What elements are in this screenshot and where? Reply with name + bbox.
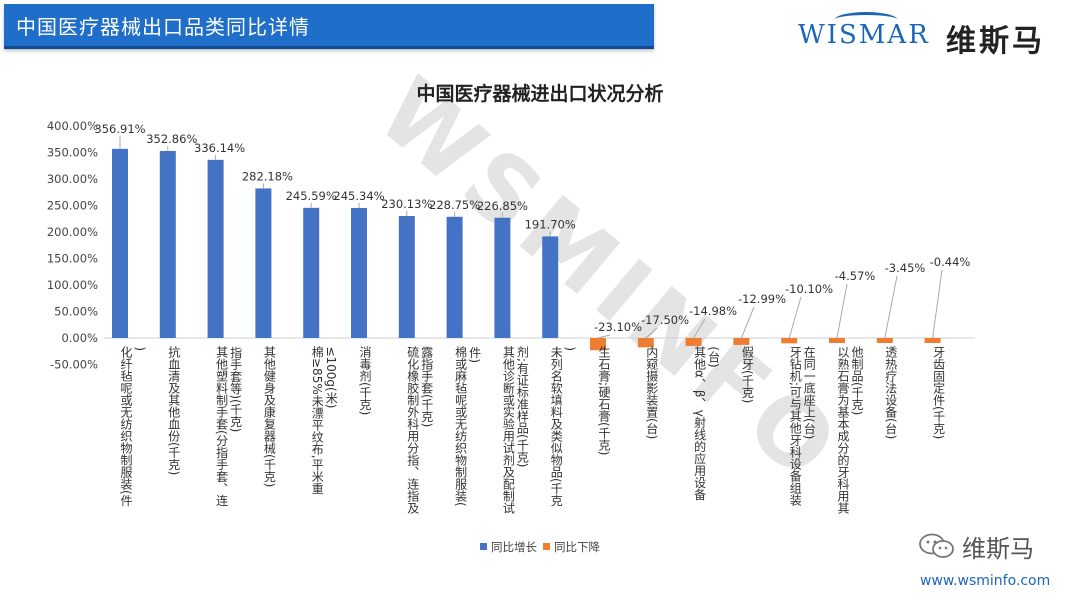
data-label: 352.86% <box>146 132 197 146</box>
leader-line <box>597 334 611 339</box>
y-tick-label: 0.00% <box>61 331 98 345</box>
wechat-account-name: 维斯马 <box>962 534 1034 563</box>
leader-line <box>836 283 848 339</box>
category-label: 假牙(千克) <box>740 346 754 404</box>
chart-title: 中国医疗器械进出口状况分析 <box>416 82 663 105</box>
bar-increase <box>398 216 415 338</box>
category-label: 生石膏;硬石膏(千克) <box>597 346 611 456</box>
y-tick-label: 150.00% <box>47 252 98 266</box>
y-tick-label: 100.00% <box>47 278 98 292</box>
y-tick-label: 400.00% <box>47 119 98 133</box>
data-label: -14.98% <box>689 304 737 318</box>
brand-logo-en: WISMAR <box>798 20 930 50</box>
category-label: 牙钻机;可与其他牙科设备组装在同一底座上(台) <box>788 346 816 507</box>
bar-increase <box>112 148 128 338</box>
bar-increase <box>494 217 511 338</box>
bar-increase <box>542 236 559 338</box>
bar-decrease <box>781 338 798 344</box>
legend-swatch-decrease <box>543 543 550 550</box>
y-tick-label: 50.00% <box>54 305 98 319</box>
bar-decrease <box>829 338 845 343</box>
wechat-icon <box>919 533 954 558</box>
leader-line <box>788 296 802 339</box>
page-title: 中国医疗器械出口品类同比详情 <box>16 15 310 39</box>
leader-line <box>740 306 755 339</box>
leader-line <box>932 269 943 339</box>
category-label: 其他诊断或实验用试剂及配制试剂;有证标准样品(千克) <box>501 345 529 514</box>
data-label: 336.14% <box>194 141 245 155</box>
category-label: 抗血清及其他血份(千克) <box>167 345 181 476</box>
wechat-badge: 维斯马 <box>918 530 1034 563</box>
category-label: 其他健身及康复器械(千克) <box>262 346 276 488</box>
leader-line <box>884 275 898 339</box>
legend-swatch-increase <box>480 543 487 550</box>
data-label: -4.57% <box>835 269 876 283</box>
bar-decrease <box>685 338 702 346</box>
bar-increase <box>446 216 463 338</box>
bar-decrease <box>590 338 606 351</box>
data-label: 245.34% <box>333 189 384 203</box>
category-label: 其他α、β、γ射线的应用设备(台) <box>693 346 721 502</box>
data-label: 245.59% <box>286 189 337 203</box>
data-label: 228.75% <box>429 198 480 212</box>
data-label: 356.91% <box>94 122 145 136</box>
website-url[interactable]: www.wsminfo.com <box>920 573 1051 589</box>
logo-swoosh-icon <box>835 12 897 27</box>
bar-increase <box>303 207 320 338</box>
legend-label-decrease: 同比下降 <box>554 540 600 554</box>
category-label: 硫化橡胶制外科用分指、连指及露指手套(千克) <box>406 345 434 514</box>
y-tick-label: 200.00% <box>47 225 98 239</box>
data-label: -10.10% <box>785 282 833 296</box>
leader-line <box>693 318 706 339</box>
y-tick-label: -50.00% <box>50 358 98 372</box>
data-label: -12.99% <box>738 292 786 306</box>
category-label: 其他塑料制手套(分指手套、连指手套等)(千克) <box>215 345 243 508</box>
bar-decrease <box>733 338 750 345</box>
y-tick-label: 300.00% <box>47 172 98 186</box>
category-label: 棉≥85%未漂平纹布,平米重≤100g(米) <box>310 346 338 495</box>
category-label: 透热疗法设备(台) <box>884 346 898 440</box>
y-tick-label: 250.00% <box>47 199 98 213</box>
data-label: 191.70% <box>525 217 576 231</box>
brand-logo-cn: 维斯马 <box>946 24 1045 59</box>
data-label: 226.85% <box>477 199 528 213</box>
bar-decrease <box>876 338 893 343</box>
legend-label-increase: 同比增长 <box>491 540 537 554</box>
data-label: 282.18% <box>242 169 293 183</box>
bar-increase <box>255 188 272 338</box>
data-label: -17.50% <box>641 313 689 327</box>
category-label: 棉或麻毡呢或无纺织物制服装(件) <box>454 346 482 507</box>
data-label: -0.44% <box>930 255 971 269</box>
category-label: 未列名软填料及类似物品(千克) <box>549 346 577 508</box>
category-label: 化纤毡呢或无纺织物制服装(件) <box>119 346 147 507</box>
category-label: 以熟石膏为基本成分的牙科用其他制品(千克) <box>836 346 864 514</box>
bar-increase <box>159 150 176 338</box>
bar-decrease <box>924 338 941 343</box>
data-label: -3.45% <box>885 261 926 275</box>
bar-increase <box>207 159 224 338</box>
bar-decrease <box>637 338 654 348</box>
data-label: -23.10% <box>594 320 642 334</box>
category-label: 内窥摄影装置(台) <box>645 346 659 440</box>
category-label: 消毒剂(千克) <box>358 346 372 416</box>
bar-increase <box>351 207 367 338</box>
data-label: 230.13% <box>381 197 432 211</box>
y-tick-label: 350.00% <box>47 146 98 160</box>
category-label: 牙齿固定件(千克) <box>932 346 946 439</box>
leader-line <box>645 327 658 339</box>
header-banner: 中国医疗器械出口品类同比详情 <box>4 4 654 49</box>
